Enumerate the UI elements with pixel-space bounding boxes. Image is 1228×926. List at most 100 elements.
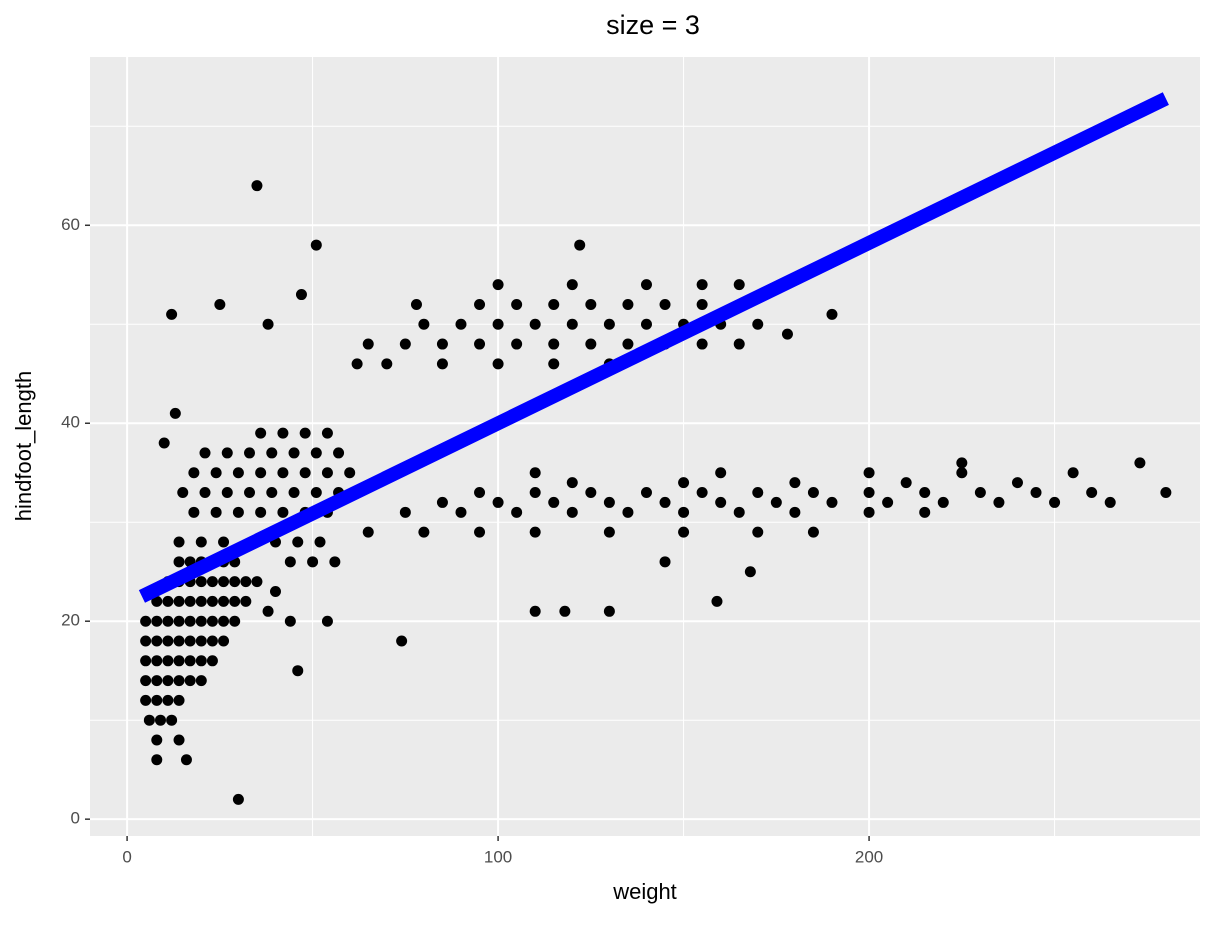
- point: [184, 675, 196, 687]
- fit-line: [138, 92, 1169, 603]
- point: [1067, 467, 1079, 479]
- point: [585, 298, 597, 310]
- x-tick-label: 100: [484, 847, 512, 866]
- point: [529, 318, 541, 330]
- point: [1160, 487, 1172, 499]
- point: [752, 526, 764, 538]
- point: [262, 318, 274, 330]
- point: [210, 467, 222, 479]
- chart-title: size = 3: [606, 10, 700, 40]
- point: [229, 576, 241, 588]
- point: [329, 556, 341, 568]
- point: [162, 675, 174, 687]
- point: [659, 496, 671, 508]
- point: [314, 536, 326, 548]
- point: [284, 615, 296, 627]
- point: [696, 338, 708, 350]
- point: [210, 506, 222, 518]
- point: [529, 487, 541, 499]
- point: [781, 328, 793, 340]
- point: [206, 595, 218, 607]
- point: [295, 289, 307, 301]
- point: [659, 556, 671, 568]
- point: [574, 239, 586, 251]
- point: [344, 467, 356, 479]
- point: [715, 467, 727, 479]
- point: [436, 338, 448, 350]
- point: [143, 714, 155, 726]
- point: [255, 427, 267, 439]
- point: [362, 338, 374, 350]
- point: [240, 576, 252, 588]
- point: [396, 635, 408, 647]
- point: [221, 487, 233, 499]
- point: [292, 665, 304, 677]
- point: [399, 506, 411, 518]
- y-tick-label: 0: [71, 809, 80, 828]
- point: [206, 615, 218, 627]
- point: [277, 427, 289, 439]
- point: [214, 298, 226, 310]
- point: [474, 338, 486, 350]
- point: [244, 487, 256, 499]
- point: [299, 427, 311, 439]
- point: [566, 318, 578, 330]
- point: [195, 536, 207, 548]
- point: [436, 358, 448, 370]
- point: [529, 526, 541, 538]
- point: [166, 308, 178, 320]
- point: [218, 615, 230, 627]
- point: [218, 576, 230, 588]
- point: [255, 506, 267, 518]
- point: [900, 477, 912, 489]
- point: [151, 635, 163, 647]
- point: [333, 447, 345, 459]
- point: [321, 427, 333, 439]
- point: [292, 536, 304, 548]
- point: [603, 496, 615, 508]
- point: [548, 338, 560, 350]
- point: [511, 338, 523, 350]
- point: [559, 605, 571, 617]
- point: [221, 447, 233, 459]
- point: [752, 318, 764, 330]
- point: [195, 675, 207, 687]
- point: [195, 595, 207, 607]
- point: [255, 467, 267, 479]
- point: [956, 467, 968, 479]
- x-tick-label: 200: [855, 847, 883, 866]
- point: [711, 595, 723, 607]
- point: [151, 675, 163, 687]
- point: [173, 694, 185, 706]
- point: [232, 793, 244, 805]
- point: [206, 576, 218, 588]
- panel: [90, 57, 1200, 836]
- y-axis-title: hindfoot_length: [11, 371, 36, 521]
- point: [199, 447, 211, 459]
- point: [288, 447, 300, 459]
- point: [622, 338, 634, 350]
- point: [640, 318, 652, 330]
- point: [188, 467, 200, 479]
- point: [251, 180, 263, 192]
- point: [151, 694, 163, 706]
- point: [262, 605, 274, 617]
- point: [310, 487, 322, 499]
- point: [511, 506, 523, 518]
- point: [184, 595, 196, 607]
- point: [678, 506, 690, 518]
- point: [1104, 496, 1116, 508]
- point: [511, 298, 523, 310]
- x-axis-title: weight: [612, 879, 677, 904]
- point: [418, 526, 430, 538]
- x-tick-label: 0: [122, 847, 131, 866]
- y-tick-label: 60: [61, 215, 80, 234]
- point: [492, 496, 504, 508]
- point: [151, 655, 163, 667]
- point: [162, 615, 174, 627]
- point: [603, 526, 615, 538]
- point: [381, 358, 393, 370]
- point: [696, 487, 708, 499]
- point: [184, 655, 196, 667]
